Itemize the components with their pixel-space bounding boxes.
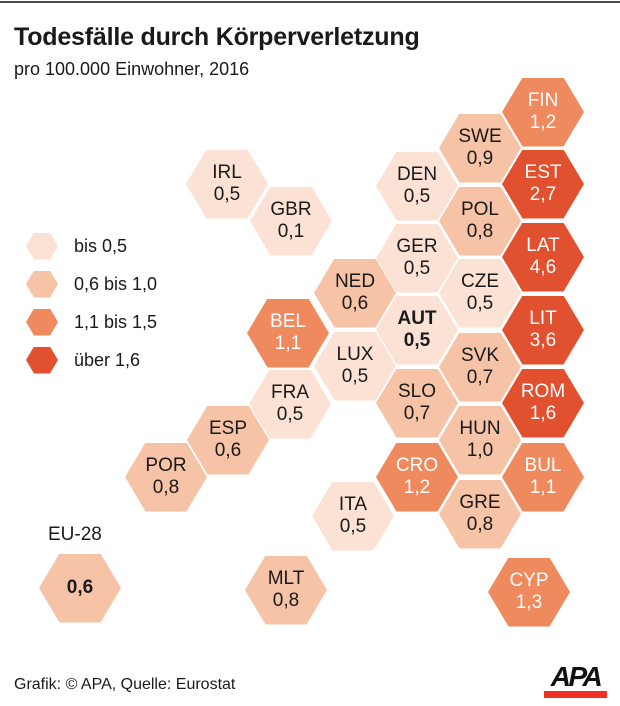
country-code: IRL: [212, 162, 242, 183]
country-code: EST: [524, 162, 562, 183]
hex-tile-POR: POR 0,8: [125, 442, 207, 512]
top-rule: [0, 1, 620, 3]
country-value: 1,3: [515, 592, 543, 613]
legend-label: 1,1 bis 1,5: [74, 311, 158, 332]
country-code: ROM: [520, 381, 566, 402]
country-code: BUL: [524, 455, 562, 476]
hex-tile-CYP: CYP 1,3: [488, 557, 570, 627]
page-title: Todesfälle durch Körperverletzung: [14, 23, 420, 51]
country-code: LAT: [526, 235, 560, 256]
hex-tile-SWE: SWE 0,9: [439, 113, 521, 183]
country-value: 0,8: [466, 514, 494, 535]
country-value: 0,5: [341, 366, 369, 387]
country-code: POL: [460, 199, 500, 220]
country-code: LUX: [336, 344, 374, 365]
country-value: 1,2: [529, 112, 557, 133]
hex-tile-MLT: MLT 0,8: [245, 555, 327, 625]
hex-tile-CRO: CRO 1,2: [376, 442, 458, 512]
country-code: AUT: [397, 308, 437, 329]
country-value: 3,6: [529, 330, 557, 351]
country-value: 0,6: [214, 440, 242, 461]
country-value: 0,7: [466, 367, 494, 388]
legend-item-2: 0,6 bis 1,0: [26, 265, 226, 303]
country-code: CZE: [461, 271, 499, 292]
country-code: LIT: [529, 308, 557, 329]
hex-tile-ESP: ESP 0,6: [187, 405, 269, 475]
hex-tile-BUL: BUL 1,1: [502, 442, 584, 512]
eu-aggregate-label: EU-28: [48, 524, 102, 545]
country-value: 1,2: [403, 477, 431, 498]
country-code: GRE: [459, 492, 501, 513]
country-value: 4,6: [529, 257, 557, 278]
country-value: 0,6: [341, 293, 369, 314]
legend-item-3: 1,1 bis 1,5: [26, 303, 226, 341]
apa-logo-text: APA: [550, 661, 603, 692]
country-code: NED: [334, 271, 376, 292]
legend-item-1: bis 0,5: [26, 227, 226, 265]
page-subtitle: pro 100.000 Einwohner, 2016: [14, 59, 250, 79]
country-code: ITA: [338, 494, 368, 515]
country-code: POR: [145, 455, 187, 476]
country-value: 0,5: [276, 404, 304, 425]
legend-item-4: über 1,6: [26, 341, 226, 379]
country-value: 0,1: [277, 221, 305, 242]
country-value: 0,8: [272, 590, 300, 611]
country-code: HUN: [459, 418, 501, 439]
country-value: 1,1: [529, 477, 557, 498]
country-code: FIN: [527, 90, 559, 111]
country-code: SLO: [397, 381, 437, 402]
hex-tile-BEL: BEL 1,1: [247, 298, 329, 368]
hex-tile-ITA: ITA 0,5: [312, 481, 394, 551]
legend-label: über 1,6: [74, 349, 141, 370]
country-value: 0,5: [403, 186, 431, 207]
apa-logo: APA: [543, 663, 608, 698]
country-value: 0,8: [466, 221, 494, 242]
hex-tile-EST: EST 2,7: [502, 149, 584, 219]
country-value: 0,5: [213, 184, 241, 205]
country-code: SWE: [458, 126, 502, 147]
hex-tile-EU-28: 0,6: [39, 553, 121, 623]
legend-label: 0,6 bis 1,0: [74, 273, 158, 294]
country-value: 0,5: [403, 258, 431, 279]
legend-label: bis 0,5: [74, 235, 128, 256]
hex-tile-FIN: FIN 1,2: [502, 77, 584, 147]
country-value: 2,7: [529, 184, 557, 205]
apa-logo-bar: [544, 691, 607, 698]
hex-tile-SVK: SVK 0,7: [439, 332, 521, 402]
country-value: 1,0: [466, 440, 494, 461]
hex-tile-LAT: LAT 4,6: [502, 222, 584, 292]
country-code: CYP: [509, 570, 549, 591]
legend: bis 0,5 0,6 bis 1,0 1,1 bis 1,5 über 1,6: [26, 227, 226, 379]
country-code: CRO: [395, 455, 439, 476]
country-value: 0,8: [152, 477, 180, 498]
source-credit: Grafik: © APA, Quelle: Eurostat: [14, 676, 236, 693]
country-code: DEN: [396, 164, 438, 185]
country-value: 1,6: [529, 403, 557, 424]
country-code: GER: [396, 236, 438, 257]
country-code: MLT: [267, 568, 305, 589]
hex-tile-GBR: GBR 0,1: [250, 186, 332, 256]
country-value: 0,5: [466, 293, 494, 314]
country-code: SVK: [460, 345, 500, 366]
hex-tile-LIT: LIT 3,6: [502, 295, 584, 365]
country-code: GBR: [270, 199, 312, 220]
country-value: 0,9: [466, 148, 494, 169]
hex-tile-ROM: ROM 1,6: [502, 368, 584, 438]
hex-tile-HUN: HUN 1,0: [439, 405, 521, 475]
country-value: 0,5: [339, 516, 367, 537]
hex-tile-GRE: GRE 0,8: [439, 479, 521, 549]
country-value: 0,5: [403, 330, 431, 351]
country-value: 0,7: [403, 403, 431, 424]
country-code: BEL: [270, 311, 306, 332]
country-code: ESP: [208, 418, 248, 439]
country-code: FRA: [271, 382, 309, 403]
country-value: 0,6: [66, 577, 94, 598]
hex-tile-IRL: IRL 0,5: [186, 149, 268, 219]
country-value: 1,1: [274, 333, 302, 354]
